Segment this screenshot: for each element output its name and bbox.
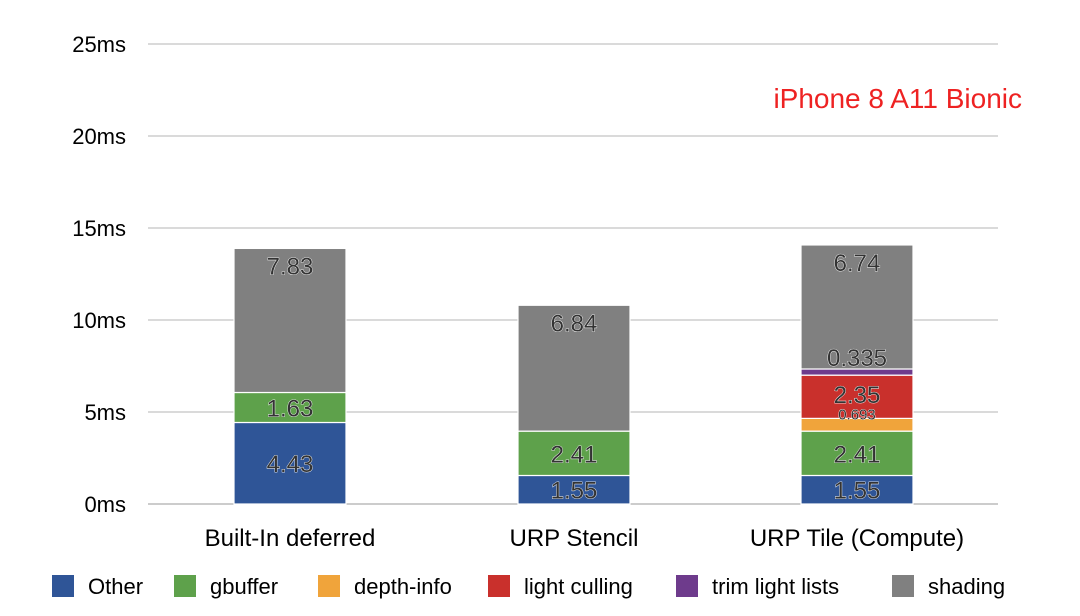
segment-labels: 4.43 1.63 7.83 1.55 2.41 6.84 1.55 2.41 0.6932.3… <box>266 250 887 506</box>
y-tick-label: 15ms <box>72 216 126 241</box>
x-category-label: URP Stencil <box>510 525 639 552</box>
bar-segment-gbuffer <box>233 391 347 424</box>
bar-segment-gbuffer <box>800 430 914 477</box>
legend-swatch <box>892 575 914 597</box>
legend-item: gbuffer <box>174 574 278 599</box>
legend-label: Other <box>88 574 143 599</box>
legend-label: trim light lists <box>712 574 839 599</box>
data-label: 4.43 <box>267 451 314 478</box>
data-label: 2.41 <box>834 441 881 468</box>
data-label: 0.335 <box>827 345 887 372</box>
data-label: 1.63 <box>267 395 314 422</box>
data-label: 1.55 <box>551 478 598 505</box>
legend-swatch <box>174 575 196 597</box>
legend-swatch <box>52 575 74 597</box>
legend-swatch <box>676 575 698 597</box>
bars <box>233 244 914 505</box>
legend-item: light culling <box>488 574 633 599</box>
legend: Other gbuffer depth-info light culling trim … <box>52 574 1005 599</box>
legend-label: gbuffer <box>210 574 278 599</box>
y-tick-label: 0ms <box>84 492 126 517</box>
data-label: 0.693 <box>838 406 876 423</box>
bar-segment-shading <box>800 244 914 370</box>
x-category-label: URP Tile (Compute) <box>750 525 964 552</box>
device-annotation: iPhone 8 A11 Bionic <box>773 83 1022 114</box>
y-tick-label: 10ms <box>72 308 126 333</box>
legend-swatch <box>488 575 510 597</box>
y-tick-label: 25ms <box>72 32 126 57</box>
data-label: 2.35 <box>834 382 881 409</box>
bar-segment-other <box>800 474 914 505</box>
y-tick-label: 20ms <box>72 124 126 149</box>
legend-item: depth-info <box>318 574 452 599</box>
bar-segment-shading <box>517 304 631 432</box>
bar-segment-gbuffer <box>517 430 631 477</box>
y-tick-label: 5ms <box>84 400 126 425</box>
y-axis-ticks: 0ms 5ms 10ms 15ms 20ms 25ms <box>72 32 126 517</box>
data-label: 6.84 <box>551 310 598 337</box>
data-label: 6.74 <box>834 250 881 277</box>
data-label: 7.83 <box>267 253 314 280</box>
bar-segment-shading <box>233 247 347 394</box>
legend-swatch <box>318 575 340 597</box>
legend-label: shading <box>928 574 1005 599</box>
bar-segment-other <box>233 421 347 505</box>
x-axis-labels: Built-In deferred URP Stencil URP Tile (Co… <box>205 525 965 552</box>
legend-item: Other <box>52 574 143 599</box>
legend-label: depth-info <box>354 574 452 599</box>
x-category-label: Built-In deferred <box>205 525 376 552</box>
data-label: 2.41 <box>551 441 598 468</box>
bar-segment-light-culling <box>800 374 914 419</box>
data-label: 1.55 <box>834 478 881 505</box>
legend-item: shading <box>892 574 1005 599</box>
legend-label: light culling <box>524 574 633 599</box>
legend-item: trim light lists <box>676 574 839 599</box>
